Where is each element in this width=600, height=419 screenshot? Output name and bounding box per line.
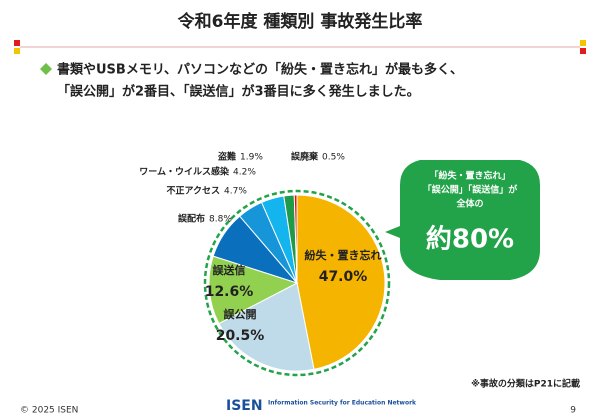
callout-text: 「紛失・置き忘れ」 — [429, 170, 510, 182]
note: ※事故の分類はP21に記載 — [471, 378, 580, 390]
slice-label: 誤配布 — [178, 213, 205, 225]
logo: ISEN — [226, 398, 263, 414]
summary-line: 「誤公開」が2番目、「誤送信」が3番目に多く発生しました。 — [57, 84, 420, 100]
value-label: 12.6% — [205, 284, 254, 300]
corner-mark — [580, 40, 586, 46]
copyright: © 2025 ISEN — [20, 406, 78, 416]
slice-label: 誤公開 — [224, 307, 257, 321]
value-label: 8.8% — [209, 215, 232, 225]
callout-text: 全体の — [455, 198, 483, 210]
pie-slice — [208, 255, 299, 325]
pie-slice — [218, 282, 315, 372]
summary-line: 書類やUSBメモリ、パソコンなどの「紛失・置き忘れ」が最も多く、 — [57, 62, 463, 78]
slice-label: 誤廃棄 — [291, 151, 319, 163]
bullet-icon — [40, 63, 52, 75]
pie-slice — [293, 194, 298, 284]
page-number: 9 — [570, 406, 576, 416]
value-label: 47.0% — [319, 269, 368, 285]
slice-label: ワーム・ウイルス感染 — [139, 166, 230, 178]
value-label: 0.5% — [322, 153, 345, 163]
slice-label: 盗難 — [218, 151, 236, 163]
value-label: 1.9% — [240, 153, 263, 163]
value-label: 4.7% — [224, 187, 247, 197]
pie-outline — [203, 189, 391, 377]
pie — [203, 189, 391, 377]
slice-label: 誤送信 — [213, 263, 246, 277]
value-label: 20.5% — [216, 328, 265, 344]
value-label: 4.2% — [233, 168, 256, 178]
pie-slice — [296, 194, 386, 370]
corner-mark — [14, 40, 20, 46]
callout-text: 「誤公開」「誤送信」が — [423, 184, 519, 196]
callout-emphasis: 約80% — [426, 224, 514, 255]
slice-label: 不正アクセス — [166, 186, 220, 197]
slide-title: 令和6年度 種類別 事故発生比率 — [178, 11, 423, 32]
corner-mark — [14, 48, 20, 54]
slice-label: 紛失・置き忘れ — [305, 248, 382, 262]
logo-tagline: Information Security for Education Netwo… — [268, 400, 417, 407]
corner-mark — [580, 48, 586, 54]
callout-bubble — [385, 160, 540, 280]
